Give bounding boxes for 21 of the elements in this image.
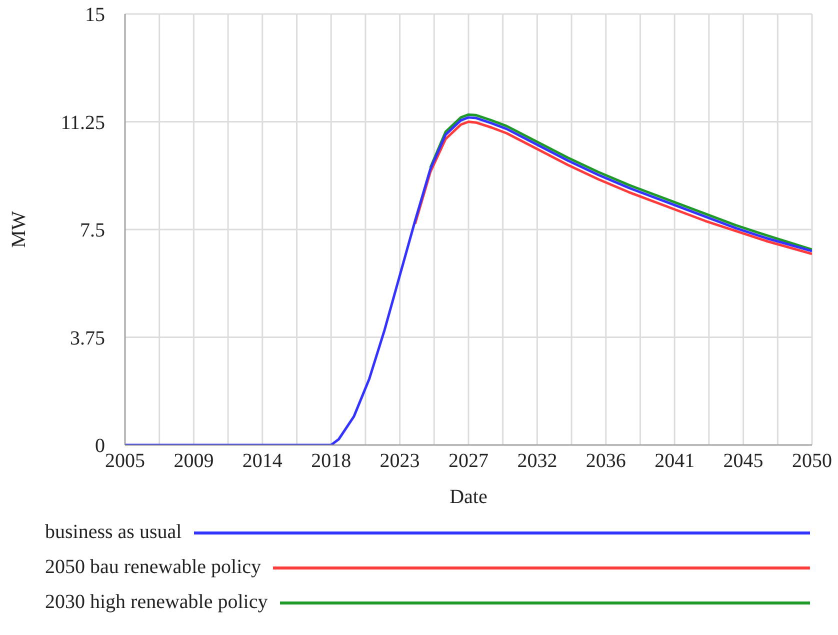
x-tick-label: 2023 <box>380 450 420 472</box>
legend-label: business as usual <box>45 521 182 544</box>
y-axis-title: MW <box>8 211 30 248</box>
y-tick-label: 11.25 <box>60 112 105 134</box>
legend-label: 2030 high renewable policy <box>45 591 268 614</box>
y-tick-label: 15 <box>85 4 105 26</box>
x-tick-label: 2032 <box>517 450 558 472</box>
y-tick-label: 0 <box>95 435 105 458</box>
x-tick-label: 2009 <box>174 450 214 472</box>
x-tick-label: 2045 <box>723 450 764 472</box>
y-tick-label: 3.75 <box>70 327 105 350</box>
x-tick-label: 2014 <box>242 450 282 472</box>
legend-label: 2050 bau renewable policy <box>45 556 262 579</box>
x-tick-label: 2050 <box>792 450 832 472</box>
x-tick-label: 2027 <box>448 450 488 472</box>
x-tick-label: 2018 <box>311 450 352 472</box>
x-tick-label: 2005 <box>105 450 145 472</box>
x-tick-label: 2041 <box>654 450 695 472</box>
y-tick-label: 7.5 <box>80 220 105 242</box>
x-axis-title: Date <box>450 486 488 508</box>
x-tick-label: 2036 <box>586 450 626 472</box>
